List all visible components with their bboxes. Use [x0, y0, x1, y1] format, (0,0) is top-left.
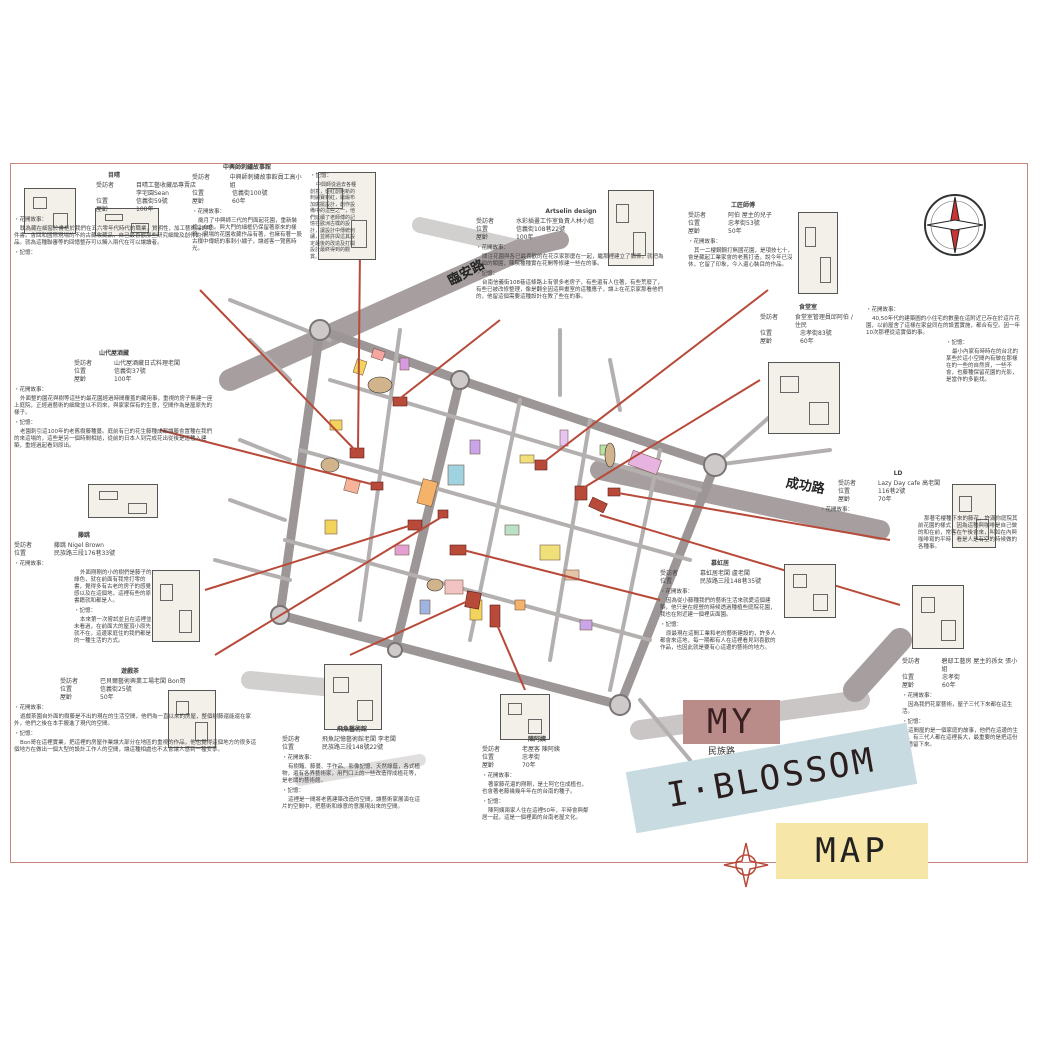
card-artselin: Artselin design 受訪者 水彩插畫工作室負責人林小姐 位置 信義街10…: [476, 208, 664, 300]
building-sketch-4: [608, 190, 654, 266]
compass-icon: [924, 194, 986, 256]
card-craftsman: 工匠師傅 受訪者 阿伯 屋主的兒子 位置 忠孝街53號 屋齡 50年 ・花開故事： 其…: [688, 202, 794, 268]
title-map: MAP: [776, 823, 928, 879]
card-game-tea: 遊戲茶 受訪者 巴貝爾藝術興業工場老闆 Bon哥 位置 信義街25號 屋齡 50年 ・…: [14, 668, 257, 753]
building-sketch-14: [500, 694, 550, 740]
card-flyingfish: 飛魚藝術館 受訪者 飛魚記憶藝術館老闆 李老闆 位置 民族路三段148號22號 ・花…: [282, 726, 421, 810]
card-muhongju: 慕虹居 受訪者 慕虹居老闆 盧老闆 位置 民族路三段148巷35號 ・花開故事： 因…: [660, 560, 777, 651]
building-sketch-6: [768, 362, 840, 434]
building-sketch-5: [798, 212, 838, 294]
building-sketch-10: [784, 564, 836, 618]
card-tengtiao: 藤跳 受訪者 藤跳 Nigel Brown 位置 民族路三段176巷33號 ・花開故…: [14, 532, 152, 644]
card-lazyday: LD 受訪者 Lazy Day cafe 高老闆 位置 116巷2號 屋齡 70年 ・…: [820, 470, 1018, 550]
building-sketch-7: [88, 484, 158, 518]
card-craft-house: 受訪者 碧邸工藝房 屋主的孫女 張小姐 位置 忠孝街 屋齡 60年 ・花開故事： 因為…: [902, 658, 1019, 748]
card-embroidery-memory: ・記憶： 中興師從過去各種創意，從紅創館新的刺繡寶到紅，繼緞布加廣擺設計，創作設…: [310, 173, 357, 260]
road-label-minzu: 民族路: [708, 747, 736, 757]
card-aunt-chen: 陳阿姨 受訪者 老屋客 陳阿姨 位置 忠孝街 屋齡 70年 ・花開故事： 著家藤花還的…: [482, 736, 589, 821]
card-muqing: 目晴 受訪者 目晴工藝收藏品專賣店 李宅園Sean 位置 信義街59號 屋齡 100年…: [14, 172, 213, 256]
building-sketch-9: [952, 484, 996, 548]
building-sketch-11: [912, 585, 964, 649]
card-title: 目晴: [107, 172, 120, 179]
building-sketch-13: [324, 664, 382, 730]
card-yamashiroya: 山代屋酒藏 受訪者 山代屋酒藏日式料理老闆 位置 信義街37號 屋齡 100年 ・花開…: [14, 350, 213, 449]
title-my: MY: [683, 700, 780, 744]
card-canteen: 食堂室 受訪者 食堂室管理員邱阿伯 / 住民 位置 忠孝街83號 屋齡 60年 ・花開…: [760, 304, 1021, 383]
building-sketch-1: [24, 188, 76, 234]
star-ornament: [723, 842, 769, 888]
building-sketch-12: [168, 690, 216, 748]
card-embroidery: 中興師刺繡故事館 受訪者 中興師刺繡故事館員工高小姐 位置 信義街100號 屋齡 60…: [192, 164, 303, 252]
linan-road: [219, 239, 531, 391]
building-sketch-8: [152, 570, 200, 642]
building-sketch-3: [318, 172, 376, 260]
chenggong-road: [590, 460, 890, 540]
building-sketch-2: [95, 208, 159, 236]
